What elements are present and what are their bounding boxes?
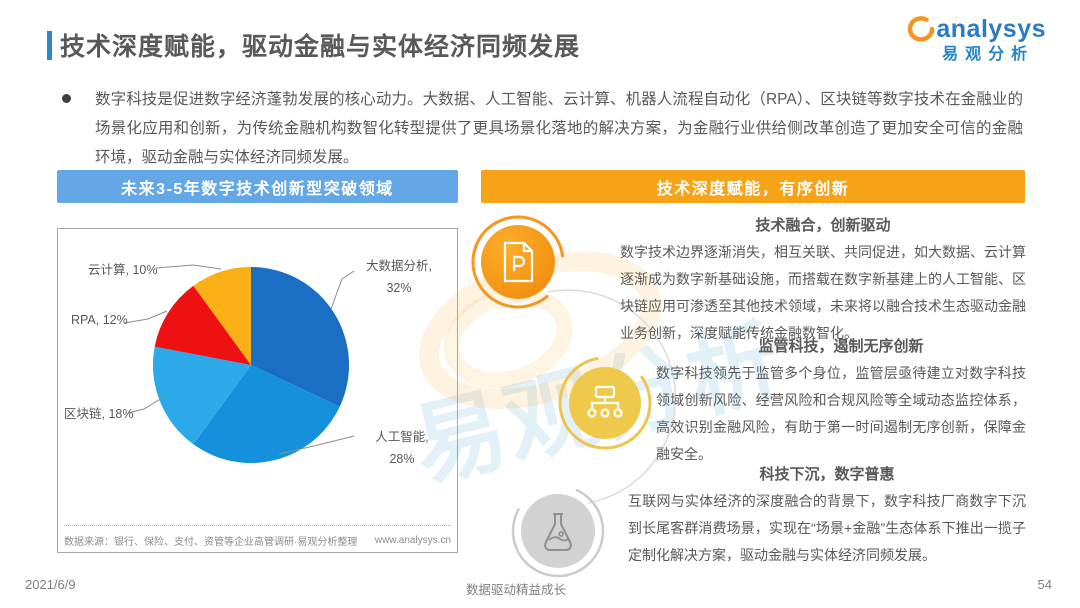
- chart-source-text: 数据来源：银行、保险、支付、资管等企业高管调研·易观分析整理: [64, 537, 358, 548]
- pie-label-bigdata-line1: 大数据分析,: [366, 259, 432, 273]
- pie-chart-box: 云计算, 10% RPA, 12% 区块链, 18% 大数据分析, 32% 人工…: [57, 228, 458, 553]
- document-p-icon: [503, 241, 534, 283]
- pie-slice-人工智能: [193, 365, 340, 464]
- left-panel-header: 未来3-5年数字技术创新型突破领域: [57, 170, 458, 203]
- section3-icon-wrap: [508, 481, 608, 581]
- section1-body: 数字技术边界逐渐消失，相互关联、共同促进，如大数据、云计算逐渐成为数字新基础设施…: [620, 244, 1026, 341]
- title-accent-bar: [47, 31, 52, 60]
- footer-slogan: 数据驱动精益成长: [465, 583, 566, 597]
- bullet-dot: [62, 94, 71, 103]
- pie-label-blockchain: 区块链, 18%: [64, 407, 134, 421]
- footer-page-number: 54: [1037, 577, 1052, 592]
- section1-icon-wrap: [468, 212, 568, 312]
- analysys-logo: analysys 易观分析: [904, 14, 1046, 63]
- pie-slice-云计算: [193, 267, 251, 365]
- pie-label-ai-line2: 28%: [389, 452, 415, 466]
- sitemap-icon: [587, 385, 623, 418]
- pie-slice-RPA: [154, 285, 251, 365]
- pie-label-bigdata: 大数据分析, 32%: [344, 255, 454, 299]
- leader-lines: [123, 264, 355, 455]
- pie-label-ai-line1: 人工智能,: [375, 430, 429, 444]
- section2-body: 数字科技领先于监管多个身位，监管层亟待建立对数字科技领域创新风险、经营风险和合规…: [656, 365, 1026, 462]
- pie-slice-大数据分析: [251, 267, 350, 407]
- section3-ring: [511, 484, 605, 578]
- logo-swirl-icon: [908, 16, 935, 42]
- logo-brand-cn: 易观分析: [942, 46, 1035, 63]
- chart-source-row: 数据来源：银行、保险、支付、资管等企业高管调研·易观分析整理 www.analy…: [64, 525, 451, 548]
- footer-date: 2021/6/9: [25, 577, 76, 592]
- section2-heading: 监管科技，遏制无序创新: [758, 338, 924, 355]
- pie-label-rpa: RPA, 12%: [71, 313, 128, 327]
- section1-ring: [471, 215, 565, 309]
- pie-label-cloud: 云计算, 10%: [88, 263, 158, 277]
- page-title: 技术深度赋能，驱动金融与实体经济同频发展: [60, 33, 581, 61]
- pie-chart: [123, 264, 355, 464]
- pie-label-ai: 人工智能, 28%: [350, 426, 454, 470]
- website-link[interactable]: www.analysys.cn: [374, 535, 451, 546]
- section3-body: 互联网与实体经济的深度融合的背景下，数字科技厂商数字下沉到长尾客群消费场景，实现…: [628, 493, 1026, 563]
- section3-heading: 科技下沉，数字普惠: [759, 466, 895, 483]
- section2-icon-wrap: [555, 353, 655, 453]
- section1-heading: 技术融合，创新驱动: [755, 217, 891, 234]
- pie-label-bigdata-line2: 32%: [386, 281, 412, 295]
- pie-slice-区块链: [152, 346, 251, 445]
- logo-brand-text: analysys: [936, 15, 1046, 43]
- right-panel-header: 技术深度赋能，有序创新: [481, 170, 1025, 203]
- section2-ring: [558, 356, 652, 450]
- flask-icon: [544, 513, 572, 551]
- intro-paragraph: 数字科技是促进数字经济蓬勃发展的核心动力。大数据、人工智能、云计算、机器人流程自…: [95, 91, 1023, 166]
